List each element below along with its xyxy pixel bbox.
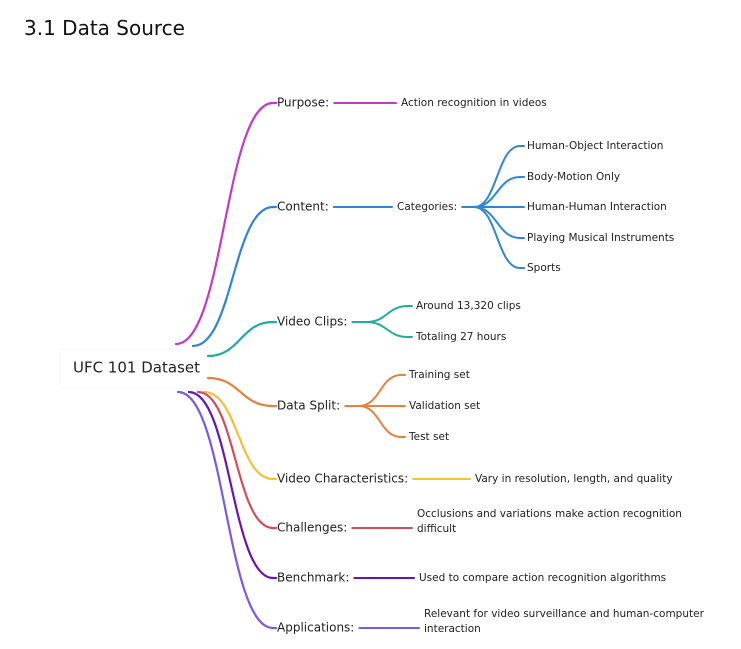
subcategory-connector — [473, 176, 521, 208]
branch-connector — [176, 390, 275, 630]
page-title: 3.1 Data Source — [24, 16, 185, 40]
branch-label: Applications: — [277, 621, 354, 635]
subcategory-connector — [473, 145, 521, 208]
category-label: Categories: — [397, 201, 457, 213]
leaf-label: Relevant for video surveillance and huma… — [424, 608, 705, 635]
subcategory-connector — [473, 206, 521, 269]
branch-label: Benchmark: — [277, 571, 349, 585]
subcategory-label: Human-Human Interaction — [527, 201, 667, 213]
leaf-connector — [365, 305, 409, 323]
branch-connector — [174, 101, 275, 346]
root-node-label: UFC 101 Dataset — [73, 359, 200, 377]
branch-connector — [206, 320, 275, 358]
leaf-label: Test set — [408, 431, 449, 443]
leaf-label: Used to compare action recognition algor… — [419, 572, 666, 584]
leaf-label: Vary in resolution, length, and quality — [475, 473, 673, 485]
root-node-box — [60, 350, 210, 388]
branch-label: Data Split: — [277, 399, 340, 413]
leaf-connector — [358, 405, 402, 438]
branch-connector — [191, 205, 275, 348]
subcategory-label: Body-Motion Only — [527, 171, 620, 183]
leaf-connector — [358, 374, 402, 407]
subcategory-label: Sports — [527, 262, 561, 274]
branch-label: Challenges: — [277, 521, 347, 535]
branch-connector — [196, 390, 275, 530]
branch-connector — [206, 376, 275, 408]
leaf-label: Totaling 27 hours — [415, 331, 506, 343]
leaf-label: Action recognition in videos — [401, 97, 547, 109]
branch-label: Video Characteristics: — [277, 472, 408, 486]
branch-label: Video Clips: — [277, 315, 347, 329]
leaf-connector — [365, 321, 409, 338]
leaf-label: Around 13,320 clips — [416, 300, 521, 312]
branch-label: Purpose: — [277, 96, 329, 110]
subcategory-connector — [473, 206, 521, 239]
subcategory-label: Playing Musical Instruments — [527, 232, 674, 244]
subcategory-label: Human-Object Interaction — [527, 140, 663, 152]
branch-label: Content: — [277, 200, 329, 214]
leaf-label: Training set — [408, 369, 470, 381]
branch-connector — [202, 390, 275, 481]
branch-connector — [187, 390, 275, 580]
leaf-label: Occlusions and variations make action re… — [417, 508, 682, 535]
leaf-label: Validation set — [409, 400, 480, 412]
